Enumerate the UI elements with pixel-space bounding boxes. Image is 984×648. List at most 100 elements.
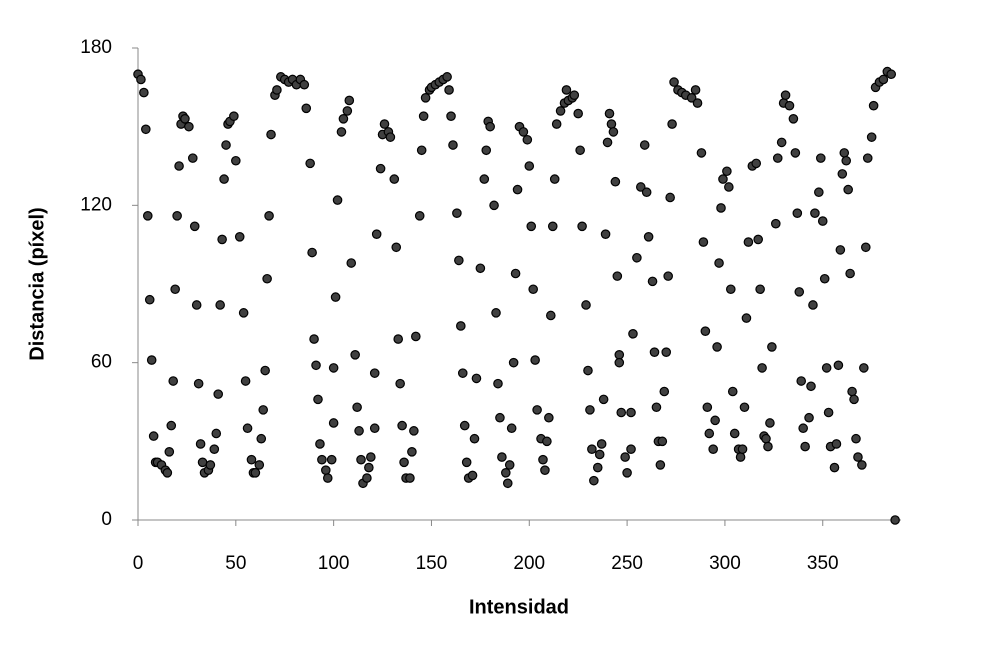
point bbox=[628, 329, 638, 339]
point bbox=[512, 184, 523, 195]
point bbox=[704, 428, 715, 439]
x-tick-label: 100 bbox=[318, 553, 350, 574]
point bbox=[866, 132, 877, 142]
point bbox=[174, 161, 184, 171]
point bbox=[448, 140, 458, 150]
point bbox=[790, 148, 801, 158]
point bbox=[860, 242, 871, 253]
point bbox=[321, 465, 331, 475]
point bbox=[385, 132, 396, 142]
point bbox=[710, 415, 720, 426]
point bbox=[737, 444, 748, 454]
point bbox=[612, 271, 623, 281]
point bbox=[136, 74, 146, 85]
point bbox=[501, 467, 511, 478]
point bbox=[352, 402, 362, 413]
point bbox=[189, 221, 200, 232]
point bbox=[600, 229, 611, 239]
point bbox=[821, 363, 832, 373]
point bbox=[770, 218, 781, 229]
point bbox=[857, 460, 867, 470]
point bbox=[193, 378, 204, 389]
point bbox=[379, 119, 390, 129]
point bbox=[389, 174, 400, 184]
point bbox=[342, 106, 353, 116]
point bbox=[815, 153, 826, 163]
point bbox=[444, 85, 454, 95]
point bbox=[416, 145, 427, 156]
point bbox=[657, 436, 668, 447]
point bbox=[569, 90, 580, 100]
point bbox=[761, 433, 771, 444]
point bbox=[170, 284, 180, 295]
point bbox=[594, 449, 605, 460]
point bbox=[573, 108, 583, 119]
point bbox=[409, 426, 419, 436]
point bbox=[217, 234, 227, 245]
y-tick-label: 0 bbox=[101, 509, 112, 530]
point bbox=[471, 373, 482, 384]
point bbox=[518, 127, 529, 137]
point bbox=[354, 426, 364, 436]
point bbox=[772, 153, 783, 163]
point bbox=[369, 368, 380, 378]
point bbox=[817, 216, 828, 226]
point bbox=[240, 376, 251, 386]
point bbox=[262, 273, 272, 284]
point bbox=[299, 79, 310, 90]
point bbox=[585, 405, 595, 415]
point bbox=[602, 137, 613, 148]
point bbox=[712, 342, 722, 352]
point bbox=[457, 368, 468, 378]
point bbox=[589, 475, 599, 486]
point bbox=[336, 127, 347, 137]
point bbox=[246, 454, 257, 465]
point bbox=[256, 433, 267, 444]
point bbox=[144, 294, 155, 305]
point bbox=[538, 454, 548, 465]
point bbox=[497, 452, 507, 462]
point bbox=[665, 192, 675, 203]
point bbox=[862, 153, 873, 163]
point bbox=[221, 140, 231, 150]
point bbox=[547, 221, 558, 232]
point bbox=[604, 108, 615, 119]
point bbox=[878, 74, 889, 85]
point bbox=[808, 300, 818, 310]
point bbox=[792, 208, 803, 218]
point bbox=[663, 271, 673, 281]
point bbox=[661, 347, 672, 357]
point bbox=[763, 441, 773, 452]
point bbox=[452, 208, 462, 218]
point bbox=[139, 87, 149, 98]
point bbox=[215, 300, 225, 310]
point bbox=[849, 394, 859, 405]
point bbox=[479, 174, 490, 184]
point bbox=[725, 284, 736, 295]
point bbox=[264, 211, 274, 221]
point bbox=[757, 363, 767, 373]
point bbox=[814, 187, 824, 198]
x-tick-label: 300 bbox=[709, 553, 741, 574]
point bbox=[810, 208, 820, 218]
point bbox=[369, 423, 380, 434]
point bbox=[696, 148, 707, 158]
point bbox=[405, 473, 415, 483]
point bbox=[890, 515, 900, 525]
point bbox=[172, 211, 182, 221]
point bbox=[833, 360, 844, 371]
point bbox=[510, 268, 521, 279]
point bbox=[698, 237, 709, 247]
point bbox=[307, 247, 317, 258]
point bbox=[164, 447, 175, 457]
point bbox=[242, 423, 253, 434]
point bbox=[575, 145, 585, 156]
point bbox=[841, 155, 852, 166]
y-tick-label: 120 bbox=[80, 194, 112, 215]
point bbox=[610, 176, 621, 187]
point bbox=[250, 467, 261, 478]
point bbox=[743, 237, 754, 247]
point bbox=[454, 255, 464, 266]
point bbox=[301, 103, 312, 114]
